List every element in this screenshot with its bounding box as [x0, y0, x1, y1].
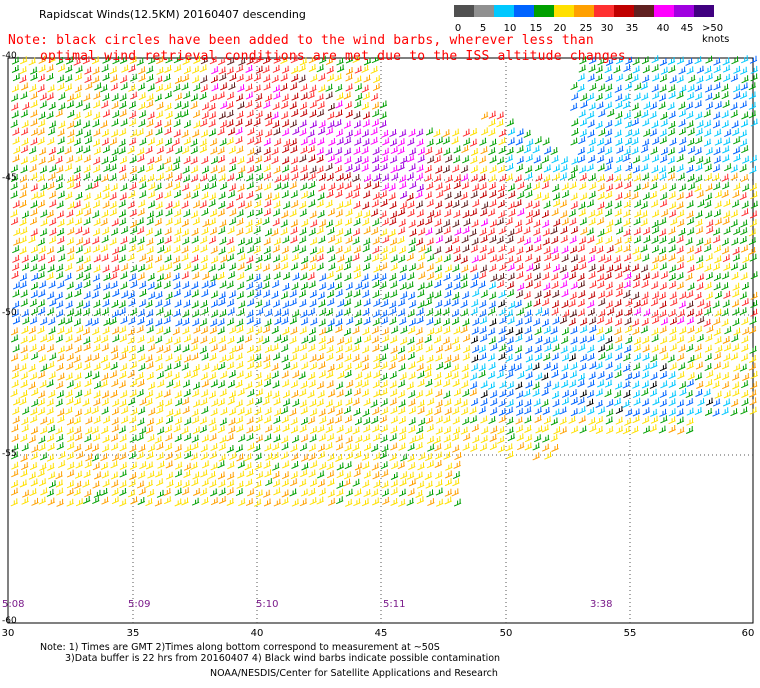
legend-label: 30: [600, 23, 614, 34]
legend-swatch: [574, 5, 594, 17]
footer-note-2: 3)Data buffer is 22 hrs from 20160407 4)…: [65, 653, 501, 664]
legend-swatch: [694, 5, 714, 17]
legend-swatch: [614, 5, 634, 17]
time-label: 5:10: [256, 599, 279, 610]
lon-label: 55: [623, 628, 637, 639]
legend-swatch: [634, 5, 654, 17]
time-label: 5:09: [128, 599, 151, 610]
note-line-2: optimal wind retrieval conditions are me…: [40, 49, 634, 64]
legend-swatch: [494, 5, 514, 17]
footer-credit: NOAA/NESDIS/Center for Satellite Applica…: [210, 668, 498, 679]
lat-label: -55: [2, 449, 17, 459]
legend-label: 25: [579, 23, 593, 34]
legend-label: 20: [553, 23, 567, 34]
legend-swatch: [554, 5, 574, 17]
lon-label: 60: [741, 628, 755, 639]
legend-label: 40: [656, 23, 670, 34]
legend-swatch: [514, 5, 534, 17]
legend-swatch: [674, 5, 694, 17]
legend-label: 35: [625, 23, 639, 34]
lon-label: 45: [374, 628, 388, 639]
time-label: 3:38: [590, 599, 613, 610]
grid-lines: [8, 58, 753, 623]
lon-label: 35: [126, 628, 140, 639]
legend-swatch: [654, 5, 674, 17]
legend-label: >50 knots: [702, 23, 730, 45]
map-title: Rapidscat Winds(12.5KM) 20160407 descend…: [39, 8, 306, 21]
time-label: 5:11: [383, 599, 406, 610]
legend-label: 15: [529, 23, 543, 34]
legend-swatch: [534, 5, 554, 17]
lon-label: 40: [250, 628, 264, 639]
lat-label: -50: [2, 308, 17, 318]
legend-swatch: [474, 5, 494, 17]
time-label: 5:08: [2, 599, 25, 610]
wind-barbs: [10, 55, 759, 507]
legend-label: 45: [680, 23, 694, 34]
footer-note-1: Note: 1) Times are GMT 2)Times along bot…: [40, 642, 440, 653]
legend-swatch: [594, 5, 614, 17]
legend-label: 10: [503, 23, 517, 34]
lon-label: 50: [499, 628, 513, 639]
lat-label: -45: [2, 173, 17, 183]
legend-label: 5: [479, 23, 487, 34]
lat-label: -60: [2, 616, 17, 626]
lon-label: 30: [1, 628, 15, 639]
legend-label: 0: [454, 23, 462, 34]
legend-swatch: [454, 5, 474, 17]
lat-label: -40: [2, 51, 17, 61]
note-line-1: Note: black circles have been added to t…: [8, 33, 594, 48]
